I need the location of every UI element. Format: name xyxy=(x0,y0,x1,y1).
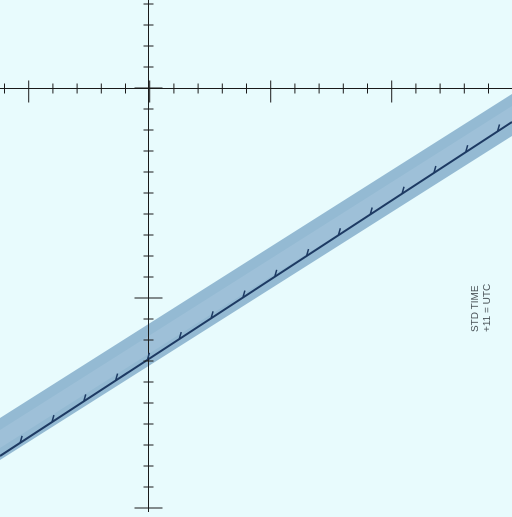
boundary-hatch xyxy=(401,186,405,194)
boundary-hatch xyxy=(51,414,55,423)
graticule-horizontal-ticks xyxy=(4,80,489,103)
boundary-hatch-marks xyxy=(19,124,501,444)
boundary-hatch xyxy=(146,352,151,361)
boundary-hatch xyxy=(337,228,342,236)
boundary-hatch xyxy=(273,269,278,277)
time-zone-band-highlight xyxy=(0,106,512,448)
boundary-hatch xyxy=(496,124,501,132)
zone-label-line1: STD TIME xyxy=(470,285,481,332)
boundary-hatch xyxy=(210,311,214,319)
boundary-hatch xyxy=(433,165,437,174)
boundary-hatch xyxy=(83,394,87,402)
boundary-hatch xyxy=(19,435,23,444)
boundary-hatch xyxy=(464,145,469,153)
boundary-hatch xyxy=(369,207,373,215)
time-zone-boundary-line xyxy=(0,121,512,457)
boundary-hatch xyxy=(305,248,310,257)
graticule-vertical-ticks xyxy=(134,3,163,509)
boundary-hatch xyxy=(114,373,119,381)
zone-label-line2: +11 = UTC xyxy=(482,284,493,332)
boundary-hatch xyxy=(178,331,182,340)
zone-offset-label: STD TIME +11 = UTC xyxy=(448,244,508,334)
boundary-hatch xyxy=(242,290,246,298)
